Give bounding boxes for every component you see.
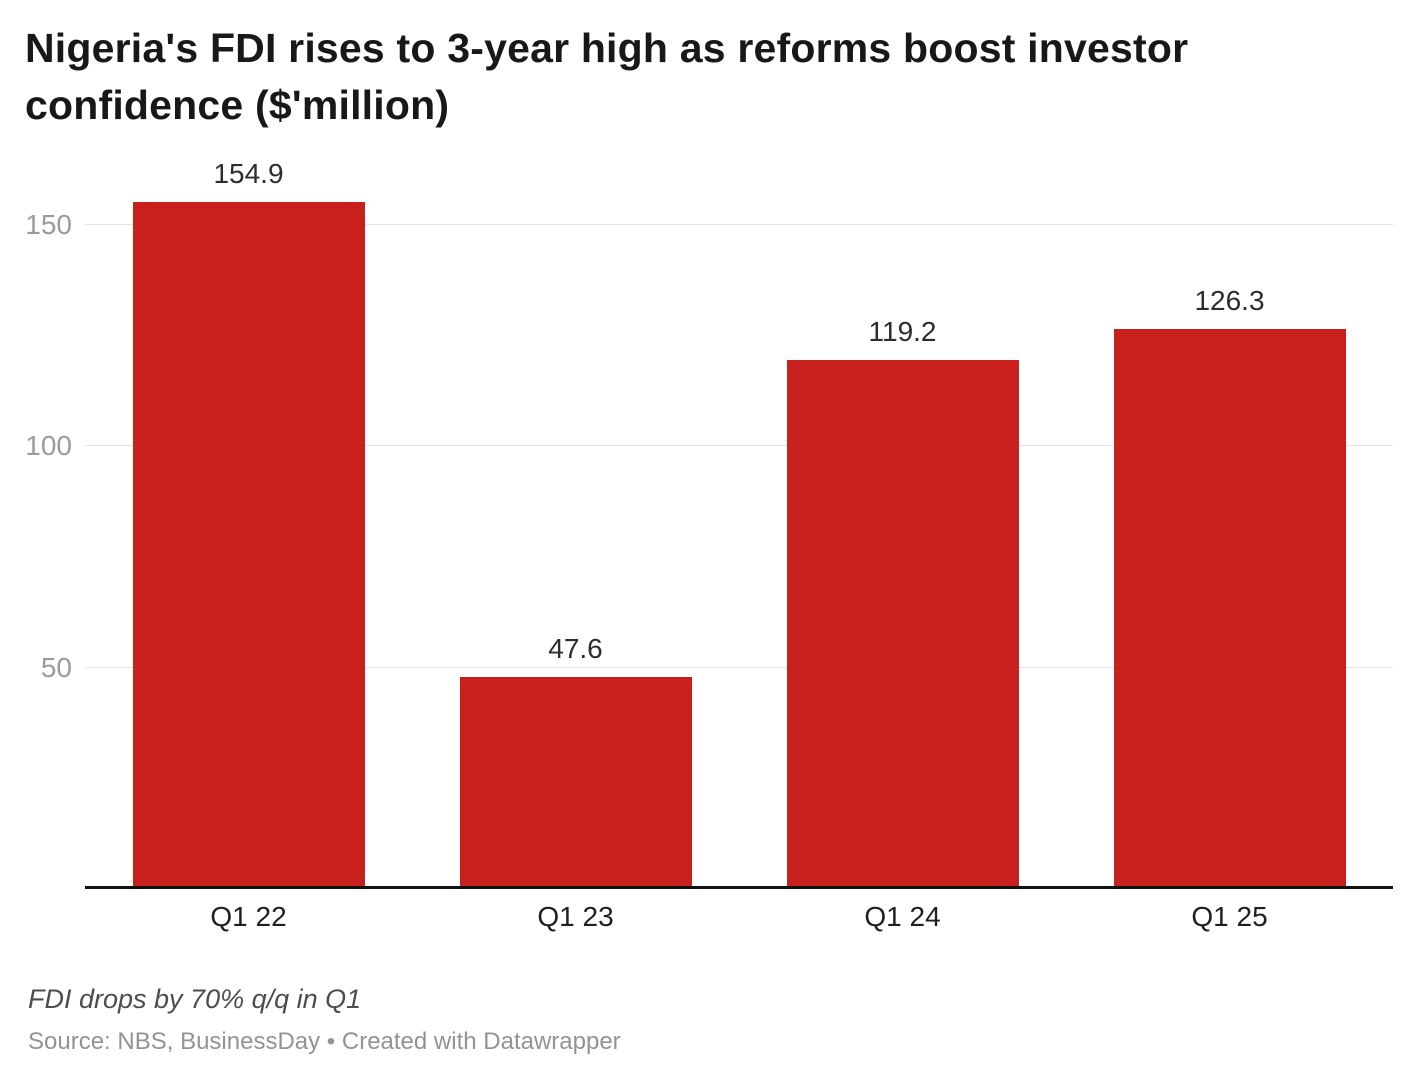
bar-value-label-q1-25: 126.3	[1194, 284, 1265, 316]
plot-area: 154.9 47.6 119.2 126.3	[85, 160, 1393, 888]
chart-note: FDI drops by 70% q/q in Q1	[28, 984, 362, 1014]
bar-q1-23[interactable]	[459, 677, 692, 888]
gridline-y-150	[85, 223, 1393, 225]
bar-value-label-q1-22: 154.9	[213, 158, 284, 190]
xtick-label-q1-22: Q1 22	[210, 901, 287, 932]
bar-q1-24[interactable]	[786, 360, 1019, 888]
gridline-y-100	[85, 445, 1393, 447]
ytick-label-50: 50	[40, 651, 72, 683]
bar-q1-25[interactable]	[1113, 328, 1346, 888]
chart-source: Source: NBS, BusinessDay • Created with …	[28, 1028, 621, 1055]
ytick-label-100: 100	[25, 430, 72, 462]
ytick-label-150: 150	[25, 208, 72, 240]
gridline-y-50	[85, 666, 1393, 668]
bar-value-label-q1-24: 119.2	[868, 316, 937, 348]
xtick-label-q1-25: Q1 25	[1191, 901, 1268, 932]
xtick-label-q1-23: Q1 23	[537, 901, 614, 932]
xtick-label-q1-24: Q1 24	[864, 901, 941, 932]
x-axis-line	[85, 886, 1393, 889]
bar-value-label-q1-23: 47.6	[548, 633, 603, 665]
bar-q1-22[interactable]	[132, 202, 365, 888]
chart-title: Nigeria's FDI rises to 3-year high as re…	[25, 25, 1189, 128]
